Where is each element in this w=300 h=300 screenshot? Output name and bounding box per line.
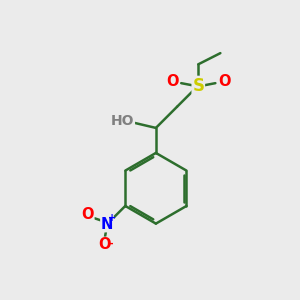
Text: O: O: [81, 207, 94, 222]
Text: N: N: [101, 217, 113, 232]
Text: S: S: [192, 76, 204, 94]
Text: O: O: [98, 237, 111, 252]
Text: O: O: [166, 74, 178, 89]
Text: HO: HO: [111, 114, 134, 128]
Text: -: -: [108, 239, 113, 249]
Text: O: O: [218, 74, 230, 89]
Text: +: +: [108, 213, 116, 223]
